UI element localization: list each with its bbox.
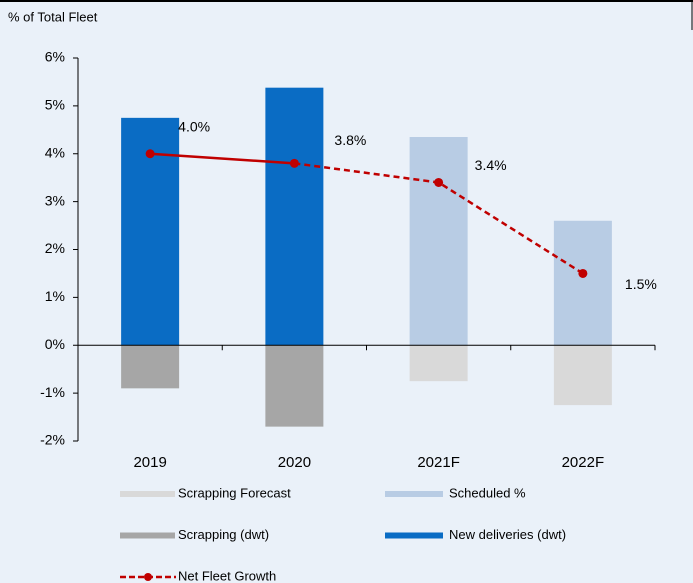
data-label: 3.8% xyxy=(334,132,366,148)
y-tick-label: 4% xyxy=(45,144,65,160)
line-marker xyxy=(434,177,444,187)
legend-swatch-marker xyxy=(144,573,152,581)
legend-label: New deliveries (dwt) xyxy=(449,527,566,542)
y-tick-label: 3% xyxy=(45,192,65,208)
legend-label: Scrapping (dwt) xyxy=(178,527,269,542)
legend-swatch xyxy=(385,491,443,497)
data-label: 3.4% xyxy=(475,157,507,173)
y-tick-label: 5% xyxy=(45,97,65,113)
line-marker xyxy=(578,268,588,278)
legend-swatch xyxy=(120,491,175,497)
line-marker xyxy=(289,158,299,168)
y-tick-label: 1% xyxy=(45,288,65,304)
y-tick-label: 6% xyxy=(45,49,65,65)
y-tick-label: 2% xyxy=(45,240,65,256)
legend-label: Scheduled % xyxy=(449,485,526,500)
bar xyxy=(265,345,324,427)
x-tick-label: 2022F xyxy=(562,454,605,471)
bar xyxy=(553,220,612,346)
bar xyxy=(265,87,324,346)
x-tick-label: 2019 xyxy=(133,454,166,471)
legend-swatch xyxy=(120,532,175,539)
legend-swatch xyxy=(385,532,443,539)
bar xyxy=(409,136,468,346)
legend-label: Net Fleet Growth xyxy=(178,568,276,583)
line-marker xyxy=(145,149,155,159)
y-axis-label: % of Total Fleet xyxy=(8,9,98,24)
bar xyxy=(553,345,612,406)
bar xyxy=(409,345,468,382)
x-tick-label: 2021F xyxy=(417,454,460,471)
bar xyxy=(121,345,180,389)
line xyxy=(150,152,295,165)
y-tick-label: 0% xyxy=(45,336,65,352)
y-tick-label: -2% xyxy=(40,432,65,448)
data-label: 4.0% xyxy=(178,118,210,134)
x-tick-label: 2020 xyxy=(278,454,311,471)
y-tick-label: -1% xyxy=(40,384,65,400)
data-label: 1.5% xyxy=(625,276,657,292)
legend-label: Scrapping Forecast xyxy=(178,485,291,500)
